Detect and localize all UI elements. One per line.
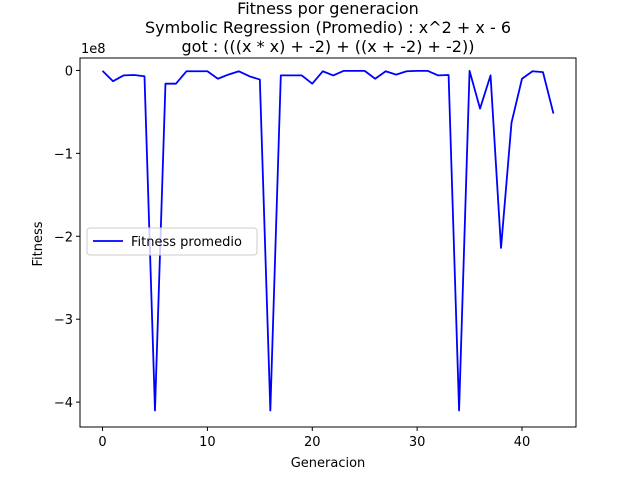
axes-frame [79,57,577,428]
plot-area [79,57,577,428]
axis-ticks: 0 10 20 30 40 0 −1 −2 −3 −4 [54,64,530,450]
x-tick-label: 0 [98,435,106,450]
y-tick-label: −2 [54,230,73,245]
x-tick-label: 20 [304,435,321,450]
y-axis-label: Fitness [31,221,46,266]
chart-title-line-3: got : (((x * x) + -2) + ((x + -2) + -2)) [182,37,475,56]
x-tick-label: 30 [409,435,426,450]
y-tick-label: −4 [54,396,73,411]
x-tick-label: 10 [199,435,216,450]
legend-label: Fitness promedio [131,235,242,250]
chart-title-line-1: Fitness por generacion [237,0,419,18]
legend-box [86,227,258,256]
series-line-0 [101,69,555,412]
chart-title-line-2: Symbolic Regression (Promedio) : x^2 + x… [145,18,511,37]
y-offset-label: 1e8 [81,42,106,57]
y-tick-label: 0 [65,64,73,79]
x-tick-label: 40 [514,435,531,450]
legend: Fitness promedio [86,227,258,256]
y-tick-label: −3 [54,313,73,328]
x-axis-label: Generacion [291,456,366,471]
y-tick-label: −1 [54,147,73,162]
